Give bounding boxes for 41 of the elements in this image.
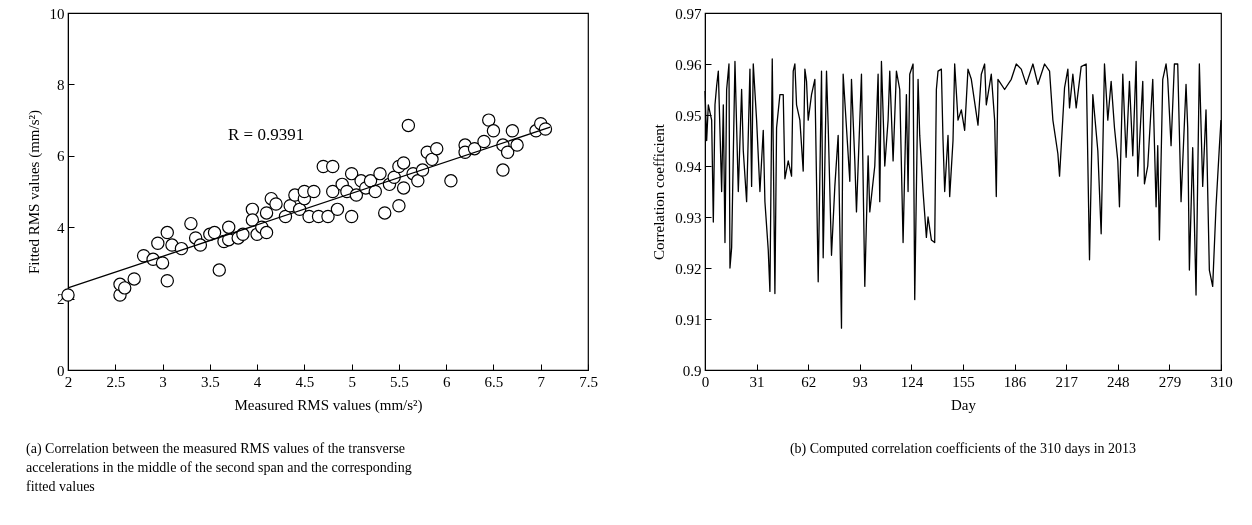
x-tick-label: 7: [537, 373, 546, 390]
x-tick-label: 5.5: [390, 373, 409, 390]
x-tick-label: 3: [159, 373, 167, 390]
x-tick-label: 248: [1107, 373, 1130, 390]
y-tick-label: 0.96: [675, 56, 702, 73]
annotation: R = 0.9391: [228, 125, 305, 144]
y-axis-title: Fitted RMS values (mm/s²): [25, 109, 43, 275]
x-tick-label: 310: [1210, 373, 1233, 390]
x-tick-label: 6.5: [484, 373, 504, 390]
x-tick-label: 6: [442, 373, 451, 390]
x-tick-label: 155: [952, 373, 975, 390]
y-tick-label: 0: [57, 362, 65, 379]
x-tick-label: 124: [900, 373, 924, 390]
x-tick-label: 93: [852, 373, 868, 390]
y-tick-label: 0.94: [675, 158, 702, 175]
x-tick-label: 186: [1003, 373, 1027, 390]
x-axis-title: Measured RMS values (mm/s²): [234, 396, 423, 414]
y-tick-label: 4: [57, 219, 65, 236]
y-tick-label: 0.95: [675, 107, 702, 124]
x-tick-label: 279: [1158, 373, 1182, 390]
x-tick-label: 217: [1055, 373, 1079, 390]
y-tick-label: 0.92: [675, 260, 702, 277]
y-tick-label: 0.91: [675, 311, 702, 328]
x-axis-title: Day: [951, 396, 977, 413]
x-tick-label: 3.5: [200, 373, 220, 390]
y-tick-label: 8: [57, 76, 65, 93]
text: (b) Computed correlation coefficients of the 310 days in 2013: [789, 441, 1137, 457]
y-tick-label: 0.93: [675, 209, 702, 226]
x-tick-label: 62: [801, 373, 817, 390]
text: (a) Correlation between the measured RMS values of the transverse accelerations in the middle of the second span and the corresponding fitted values: [26, 441, 412, 494]
y-tick-label: 10: [49, 5, 65, 22]
x-tick-label: 4: [253, 373, 262, 390]
x-tick-label: 2.5: [106, 373, 126, 390]
x-tick-label: 31: [749, 373, 765, 390]
x-tick-label: 5: [348, 373, 356, 390]
y-tick-label: 0.9: [682, 362, 702, 379]
y-tick-label: 6: [57, 148, 65, 165]
x-tick-label: 4.5: [295, 373, 315, 390]
x-tick-label: 7.5: [579, 373, 598, 390]
y-axis-title: Correlation coefficient: [651, 123, 668, 260]
y-tick-label: 0.97: [675, 5, 702, 22]
